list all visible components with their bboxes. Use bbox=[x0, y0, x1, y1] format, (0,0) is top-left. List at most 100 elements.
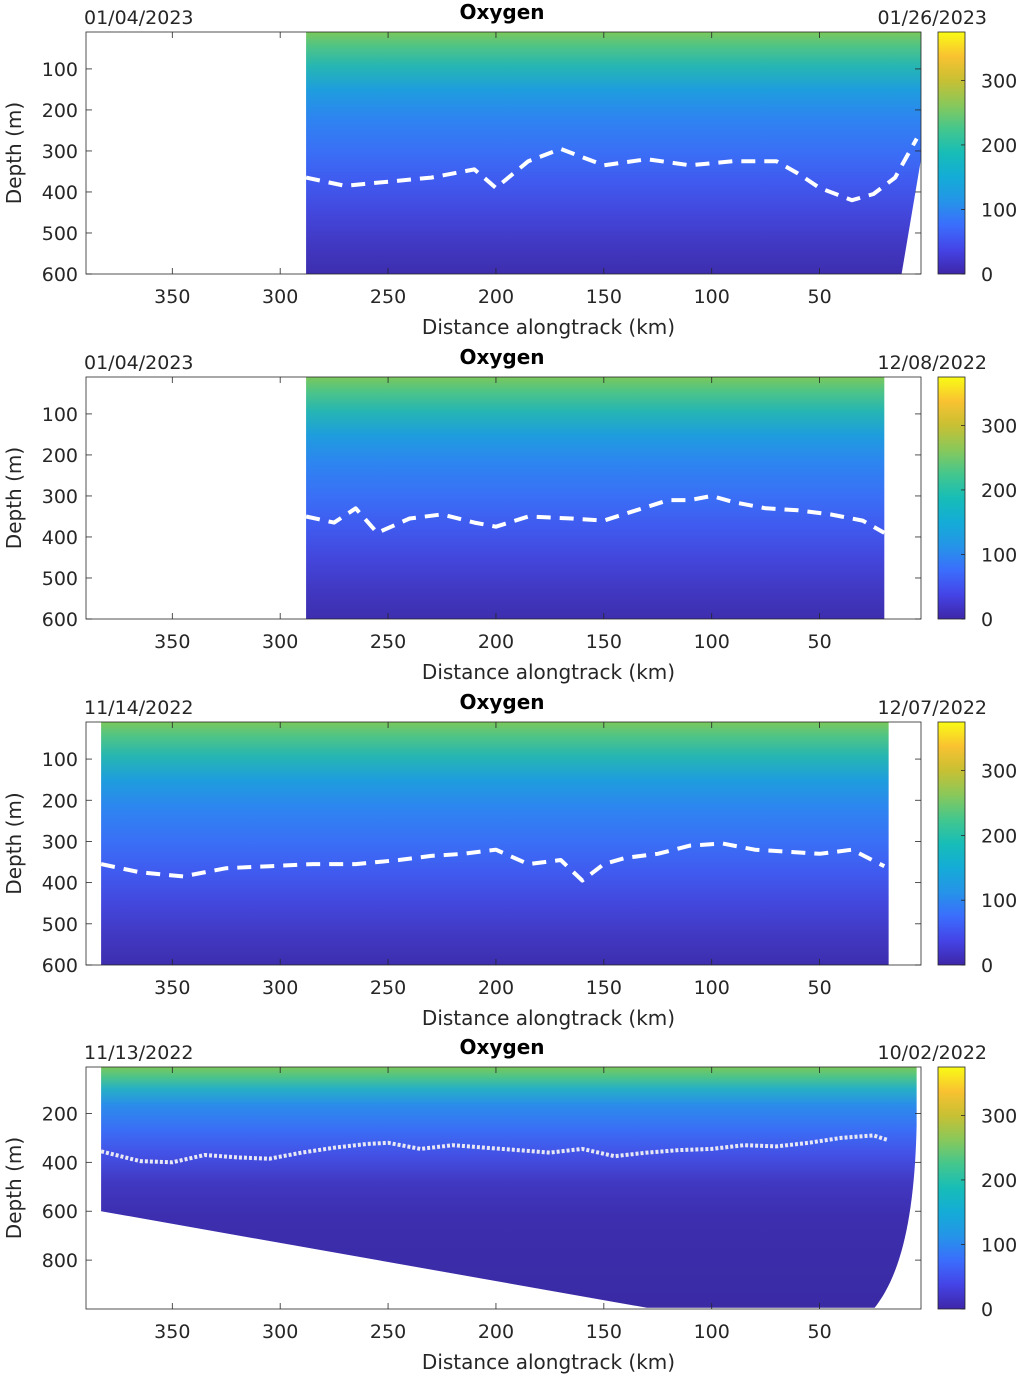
axes-box bbox=[85, 376, 922, 620]
x-tick-label: 250 bbox=[370, 286, 406, 308]
y-tick-label: 400 bbox=[42, 527, 78, 549]
oxygen-field bbox=[101, 1067, 917, 1308]
x-tick-label: 350 bbox=[154, 977, 190, 999]
colorbar-tick-label: 300 bbox=[981, 70, 1016, 92]
x-axis-label: Distance alongtrack (km) bbox=[422, 1006, 675, 1030]
y-tick-label: 100 bbox=[42, 404, 78, 426]
y-tick-label: 400 bbox=[42, 1152, 78, 1174]
contour-line bbox=[100, 841, 886, 883]
colorbar bbox=[937, 721, 966, 966]
x-tick-label: 350 bbox=[154, 631, 190, 653]
colorbar-tick-label: 100 bbox=[981, 199, 1016, 221]
colorbar-tick-label: 100 bbox=[981, 544, 1016, 566]
chart-title: Oxygen bbox=[459, 690, 544, 714]
oxygen-field bbox=[306, 377, 885, 619]
x-tick-label: 250 bbox=[370, 631, 406, 653]
x-axis-label: Distance alongtrack (km) bbox=[422, 1350, 675, 1374]
oxygen-field bbox=[306, 32, 921, 274]
x-tick-label: 150 bbox=[586, 631, 622, 653]
end-date-label: 12/08/2022 bbox=[877, 352, 987, 374]
x-axis-label: Distance alongtrack (km) bbox=[422, 315, 675, 339]
start-date-label: 01/04/2023 bbox=[84, 7, 194, 29]
x-tick-label: 200 bbox=[478, 977, 514, 999]
x-tick-label: 250 bbox=[370, 1321, 406, 1343]
colorbar-tick-label: 200 bbox=[981, 480, 1016, 502]
y-tick-label: 200 bbox=[42, 790, 78, 812]
y-tick-label: 200 bbox=[42, 1103, 78, 1125]
x-tick-label: 350 bbox=[154, 1321, 190, 1343]
y-tick-label: 400 bbox=[42, 873, 78, 895]
colorbar-tick-label: 200 bbox=[981, 135, 1016, 157]
x-tick-label: 350 bbox=[154, 286, 190, 308]
y-tick-label: 800 bbox=[42, 1250, 78, 1272]
y-tick-label: 300 bbox=[42, 141, 78, 163]
x-tick-label: 50 bbox=[807, 286, 831, 308]
y-axis-label: Depth (m) bbox=[2, 792, 26, 894]
x-axis-label: Distance alongtrack (km) bbox=[422, 660, 675, 684]
x-tick-label: 300 bbox=[262, 1321, 298, 1343]
colorbar-tick-label: 0 bbox=[981, 264, 993, 286]
axes-box bbox=[85, 721, 922, 966]
oxygen-field bbox=[101, 722, 889, 965]
y-tick-label: 400 bbox=[42, 182, 78, 204]
colorbar bbox=[937, 376, 966, 620]
start-date-label: 11/14/2022 bbox=[84, 697, 194, 719]
end-date-label: 10/02/2022 bbox=[877, 1042, 987, 1064]
x-tick-label: 100 bbox=[694, 977, 730, 999]
oxygen-panel-2: 350 300 250 200 150 100 50 100 200 300 400 500 600 Di… bbox=[2, 345, 1016, 684]
x-tick-label: 200 bbox=[478, 631, 514, 653]
x-tick-label: 200 bbox=[478, 1321, 514, 1343]
y-axis-label: Depth (m) bbox=[2, 102, 26, 204]
oxygen-panel-1: 350 300 250 200 150 100 50 100 200 300 400 500 600 Di… bbox=[2, 0, 1016, 339]
x-tick-label: 150 bbox=[586, 1321, 622, 1343]
y-tick-label: 300 bbox=[42, 486, 78, 508]
colorbar-tick-label: 0 bbox=[981, 955, 993, 977]
y-tick-label: 500 bbox=[42, 568, 78, 590]
end-date-label: 12/07/2022 bbox=[877, 697, 987, 719]
y-axis-label: Depth (m) bbox=[2, 1137, 26, 1239]
colorbar-tick-label: 300 bbox=[981, 1105, 1016, 1127]
start-date-label: 01/04/2023 bbox=[84, 352, 194, 374]
start-date-label: 11/13/2022 bbox=[84, 1042, 194, 1064]
y-tick-label: 600 bbox=[42, 609, 78, 631]
y-tick-label: 500 bbox=[42, 223, 78, 245]
oxygen-panel-3: 350 300 250 200 150 100 50 100 200 300 400 500 600 Di… bbox=[2, 690, 1016, 1030]
y-tick-label: 200 bbox=[42, 100, 78, 122]
x-tick-label: 150 bbox=[586, 977, 622, 999]
x-tick-label: 50 bbox=[807, 977, 831, 999]
y-tick-label: 100 bbox=[42, 749, 78, 771]
colorbar-tick-label: 200 bbox=[981, 1170, 1016, 1192]
colorbar bbox=[937, 1066, 966, 1310]
colorbar bbox=[937, 31, 966, 275]
x-tick-label: 300 bbox=[262, 631, 298, 653]
oxygen-panel-4: 350 300 250 200 150 100 50 200 400 600 800 Distance… bbox=[2, 1035, 1016, 1374]
axes-box bbox=[85, 1066, 922, 1310]
x-tick-label: 200 bbox=[478, 286, 514, 308]
end-date-label: 01/26/2023 bbox=[877, 7, 987, 29]
x-tick-label: 300 bbox=[262, 286, 298, 308]
y-axis-label: Depth (m) bbox=[2, 447, 26, 549]
x-tick-label: 100 bbox=[694, 631, 730, 653]
chart-title: Oxygen bbox=[459, 0, 544, 24]
y-tick-label: 600 bbox=[42, 1201, 78, 1223]
y-tick-label: 300 bbox=[42, 831, 78, 853]
x-tick-label: 150 bbox=[586, 286, 622, 308]
x-tick-label: 50 bbox=[807, 1321, 831, 1343]
contour-line bbox=[305, 493, 886, 535]
contour-line bbox=[100, 1133, 890, 1165]
y-tick-label: 600 bbox=[42, 264, 78, 286]
colorbar-tick-label: 100 bbox=[981, 1234, 1016, 1256]
y-tick-label: 200 bbox=[42, 445, 78, 467]
colorbar-tick-label: 200 bbox=[981, 825, 1016, 847]
colorbar-tick-label: 0 bbox=[981, 609, 993, 631]
x-tick-label: 100 bbox=[694, 1321, 730, 1343]
y-tick-label: 100 bbox=[42, 59, 78, 81]
x-tick-label: 250 bbox=[370, 977, 406, 999]
contour-line bbox=[305, 137, 919, 203]
colorbar-tick-label: 0 bbox=[981, 1299, 993, 1321]
axes-box bbox=[85, 31, 922, 275]
colorbar-tick-label: 100 bbox=[981, 890, 1016, 912]
y-tick-label: 500 bbox=[42, 914, 78, 936]
colorbar-tick-label: 300 bbox=[981, 415, 1016, 437]
